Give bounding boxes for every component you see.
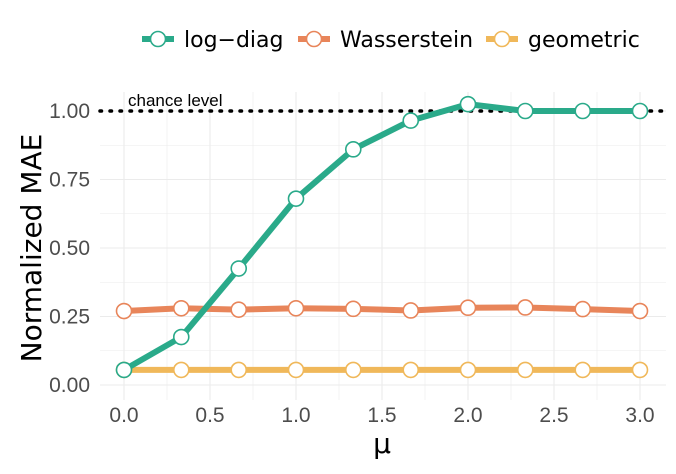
legend-item-geometric: geometric <box>486 28 640 53</box>
data-point-wasserstein <box>115 302 133 320</box>
x-axis-title: μ <box>373 427 391 460</box>
y-tick-label: 0.50 <box>49 237 90 260</box>
data-point-geometric <box>402 361 420 379</box>
y-tick-label: 0.75 <box>49 169 90 192</box>
data-point-geometric <box>574 361 592 379</box>
data-point-log-diag <box>459 95 477 113</box>
legend-item-wasserstein: Wasserstein <box>298 28 473 53</box>
x-tick-label: 0.0 <box>109 404 138 427</box>
data-point-wasserstein <box>172 299 190 317</box>
y-tick-label: 1.00 <box>49 100 90 123</box>
series-geometric <box>115 361 649 379</box>
x-tick-label: 3.0 <box>625 404 654 427</box>
data-point-geometric <box>172 361 190 379</box>
series-layer <box>115 95 649 379</box>
data-point-log-diag <box>287 190 305 207</box>
data-point-wasserstein <box>344 300 362 318</box>
y-tick-label: 0.25 <box>49 306 90 329</box>
data-point-log-diag <box>574 102 592 120</box>
data-point-log-diag <box>631 102 649 120</box>
data-point-wasserstein <box>230 301 248 318</box>
x-tick-label: 0.5 <box>195 404 224 427</box>
data-point-geometric <box>287 361 305 379</box>
legend-label: log−diag <box>184 28 284 53</box>
x-tick-label: 2.0 <box>453 404 482 427</box>
data-point-log-diag <box>402 112 420 129</box>
data-point-log-diag <box>230 260 248 277</box>
legend-key-marker <box>493 30 511 48</box>
legend-label: Wasserstein <box>340 28 473 53</box>
x-tick-label: 1.0 <box>281 404 310 427</box>
chance-level-annotation: chance level <box>128 91 223 110</box>
series-line-wasserstein <box>121 304 643 315</box>
data-point-wasserstein <box>287 299 305 317</box>
data-point-wasserstein <box>516 299 534 316</box>
data-point-geometric <box>344 361 362 379</box>
data-point-wasserstein <box>459 299 477 317</box>
x-axis-ticks: 0.0 0.5 1.0 1.5 2.0 2.5 3.0 <box>109 404 654 427</box>
data-point-geometric <box>459 361 477 379</box>
legend: log−diag Wasserstein geometric <box>142 28 640 53</box>
data-point-log-diag <box>115 361 133 379</box>
data-point-wasserstein <box>631 302 649 320</box>
data-point-geometric <box>230 361 248 379</box>
data-point-geometric <box>631 361 649 379</box>
legend-key-marker <box>305 30 323 48</box>
legend-label: geometric <box>528 28 640 53</box>
grid <box>100 92 666 400</box>
y-tick-label: 0.00 <box>49 374 90 397</box>
y-axis-ticks: 0.00 0.25 0.50 0.75 1.00 <box>49 100 90 397</box>
data-point-log-diag <box>172 328 190 346</box>
data-point-log-diag <box>344 141 362 158</box>
y-axis-title: Normalized MAE <box>15 134 48 363</box>
series-wasserstein <box>115 299 649 320</box>
series-line-log-diag <box>121 101 643 373</box>
legend-item-log-diag: log−diag <box>142 28 284 53</box>
data-point-log-diag <box>516 102 534 120</box>
x-tick-label: 2.5 <box>539 404 568 427</box>
data-point-wasserstein <box>402 302 420 319</box>
data-point-wasserstein <box>574 300 592 318</box>
series-log-diag <box>115 95 649 379</box>
legend-key-marker <box>149 30 167 48</box>
data-point-geometric <box>516 361 534 379</box>
x-tick-label: 1.5 <box>367 404 396 427</box>
